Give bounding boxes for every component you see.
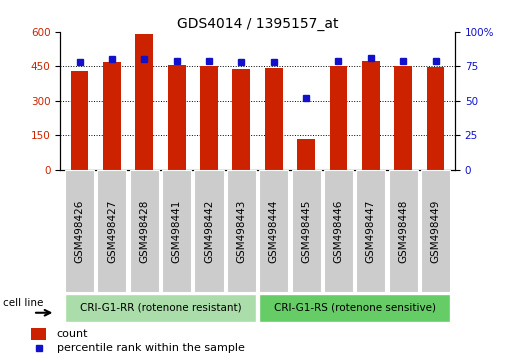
Text: GSM498428: GSM498428 [139,199,149,263]
Bar [135,34,153,170]
Bar [103,62,121,170]
Text: cell line: cell line [3,298,43,308]
Text: GSM498448: GSM498448 [398,199,408,263]
FancyBboxPatch shape [65,294,256,322]
FancyBboxPatch shape [259,170,288,292]
Text: GSM498441: GSM498441 [172,199,181,263]
Text: percentile rank within the sample: percentile rank within the sample [56,343,244,353]
Text: GSM498447: GSM498447 [366,199,376,263]
Text: CRI-G1-RS (rotenone sensitive): CRI-G1-RS (rotenone sensitive) [274,303,436,313]
Bar [329,67,347,170]
Text: CRI-G1-RR (rotenone resistant): CRI-G1-RR (rotenone resistant) [79,303,241,313]
Bar [427,67,445,170]
Text: GSM498442: GSM498442 [204,199,214,263]
FancyBboxPatch shape [65,170,94,292]
FancyBboxPatch shape [421,170,450,292]
FancyBboxPatch shape [97,170,127,292]
Bar [233,69,251,170]
Text: GSM498426: GSM498426 [75,199,85,263]
Bar [168,65,186,170]
Bar [31,329,47,341]
FancyBboxPatch shape [195,170,224,292]
FancyBboxPatch shape [130,170,159,292]
Text: count: count [56,330,88,339]
Text: GSM498445: GSM498445 [301,199,311,263]
Text: GSM498427: GSM498427 [107,199,117,263]
Bar [200,67,218,170]
FancyBboxPatch shape [356,170,385,292]
Text: GSM498446: GSM498446 [334,199,344,263]
FancyBboxPatch shape [162,170,191,292]
Bar [297,139,315,170]
Text: GSM498444: GSM498444 [269,199,279,263]
Text: GSM498443: GSM498443 [236,199,246,263]
Bar [362,61,380,170]
FancyBboxPatch shape [324,170,353,292]
Bar [394,66,412,170]
Title: GDS4014 / 1395157_at: GDS4014 / 1395157_at [177,17,338,31]
FancyBboxPatch shape [259,294,450,322]
Text: GSM498449: GSM498449 [430,199,440,263]
Bar [265,68,282,170]
Bar [71,71,88,170]
FancyBboxPatch shape [389,170,418,292]
FancyBboxPatch shape [227,170,256,292]
FancyBboxPatch shape [291,170,321,292]
